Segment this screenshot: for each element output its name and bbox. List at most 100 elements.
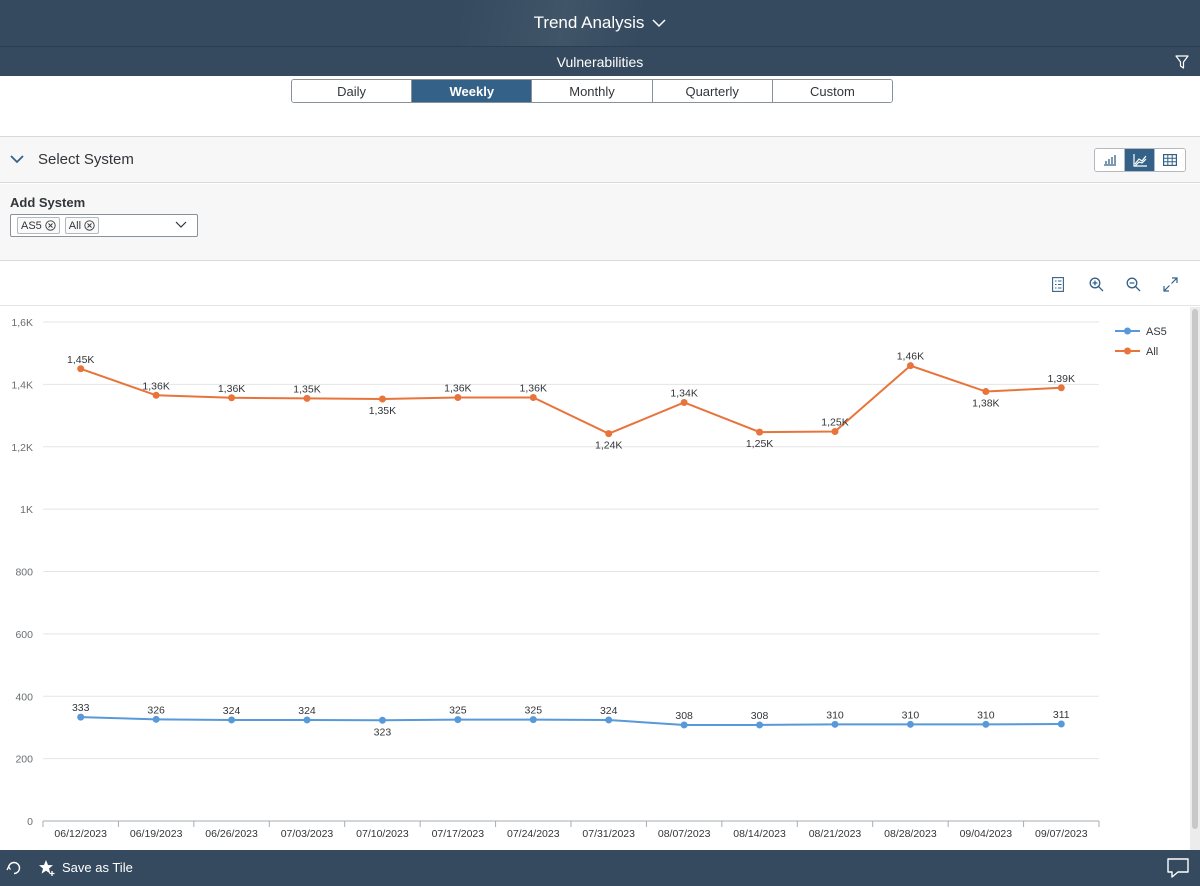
data-label: 310 xyxy=(902,709,920,721)
period-segmented-button: Daily Weekly Monthly Quarterly Custom xyxy=(291,79,893,103)
vertical-scrollbar[interactable] xyxy=(1190,307,1200,850)
legend-icon xyxy=(1052,276,1064,292)
period-quarterly[interactable]: Quarterly xyxy=(652,80,773,102)
data-label: 1,24K xyxy=(595,440,622,452)
period-monthly[interactable]: Monthly xyxy=(532,80,653,102)
series-line-all xyxy=(80,364,1062,435)
table-view-button[interactable] xyxy=(1155,149,1185,171)
period-custom[interactable]: Custom xyxy=(772,80,892,102)
token-all[interactable]: All xyxy=(64,217,100,234)
token-as5[interactable]: AS5 xyxy=(17,217,60,234)
zoom-out-icon xyxy=(1126,277,1140,291)
data-label: 1,36K xyxy=(520,382,547,394)
x-tick-label: 06/19/2023 xyxy=(130,828,183,840)
add-system-label: Add System xyxy=(10,195,86,210)
legend-label: All xyxy=(1146,346,1158,358)
data-point xyxy=(1057,384,1065,392)
footer-bar: Save as Tile xyxy=(0,850,1200,886)
x-tick-label: 07/24/2023 xyxy=(507,828,560,840)
line-chart-icon xyxy=(1132,153,1147,167)
y-tick-label: 1K xyxy=(20,504,33,516)
filter-button[interactable] xyxy=(1172,52,1192,72)
data-point xyxy=(756,428,764,436)
data-point xyxy=(228,394,236,402)
system-multi-combobox[interactable]: AS5 All xyxy=(10,214,198,237)
page-title: Vulnerabilities xyxy=(556,53,644,70)
remove-token-icon[interactable] xyxy=(45,220,56,231)
data-label: 1,36K xyxy=(218,383,245,395)
data-label: 1,36K xyxy=(444,382,471,394)
dropdown-arrow-icon[interactable] xyxy=(175,221,187,229)
data-point xyxy=(680,721,688,729)
chart-toolbar xyxy=(0,262,1200,306)
data-label: 1,25K xyxy=(821,416,848,428)
data-point xyxy=(454,393,462,401)
select-system-bar: Select System xyxy=(0,137,1200,183)
data-label: 1,35K xyxy=(293,383,320,395)
data-point xyxy=(152,715,160,723)
scrollbar-thumb[interactable] xyxy=(1192,309,1198,829)
data-point xyxy=(77,365,85,373)
x-tick-label: 07/31/2023 xyxy=(582,828,635,840)
data-label: 324 xyxy=(223,705,241,717)
token-label: AS5 xyxy=(21,219,42,232)
x-tick-label: 09/07/2023 xyxy=(1035,828,1088,840)
data-label: 311 xyxy=(1053,709,1070,721)
data-label: 308 xyxy=(675,710,693,722)
data-point xyxy=(605,430,613,438)
zoom-out-button[interactable] xyxy=(1124,275,1142,293)
x-tick-label: 08/28/2023 xyxy=(884,828,937,840)
data-point xyxy=(529,393,537,401)
save-as-tile-button[interactable]: Save as Tile xyxy=(38,859,133,876)
help-icon xyxy=(6,861,21,875)
select-system-toggle[interactable]: Select System xyxy=(10,151,134,168)
trend-chart-container: 0 200 400 600 800 1K 1,2K 1,4K 1,6K 06/12/2023 06/… xyxy=(0,307,1190,850)
chevron-down-icon xyxy=(652,18,666,27)
feedback-button[interactable] xyxy=(1166,857,1190,884)
data-point xyxy=(303,716,311,724)
bar-chart-icon xyxy=(1103,155,1116,166)
data-label: 1,35K xyxy=(369,405,396,417)
data-label: 1,25K xyxy=(746,438,773,450)
zoom-in-button[interactable] xyxy=(1087,275,1105,293)
help-button[interactable] xyxy=(6,860,22,881)
y-tick-label: 0 xyxy=(27,816,33,828)
data-point xyxy=(906,362,914,370)
line-chart-view-button[interactable] xyxy=(1125,149,1155,171)
period-weekly[interactable]: Weekly xyxy=(412,80,533,102)
x-tick-label: 08/14/2023 xyxy=(733,828,786,840)
app-title-menu[interactable]: Trend Analysis xyxy=(534,13,667,33)
x-tick-label: 08/07/2023 xyxy=(658,828,711,840)
chart-view-toggle xyxy=(1094,148,1186,172)
data-label: 1,46K xyxy=(897,351,924,363)
fullscreen-icon xyxy=(1162,276,1178,292)
data-label: 326 xyxy=(147,704,165,716)
y-tick-label: 400 xyxy=(15,691,33,703)
data-point xyxy=(680,398,688,406)
star-add-icon xyxy=(39,860,55,876)
data-point xyxy=(77,713,85,721)
data-point xyxy=(378,395,386,403)
data-label: 323 xyxy=(374,726,392,738)
filter-icon xyxy=(1175,55,1189,69)
x-tick-label: 06/26/2023 xyxy=(205,828,258,840)
bar-chart-view-button[interactable] xyxy=(1095,149,1125,171)
x-tick-label: 08/21/2023 xyxy=(809,828,862,840)
token-label: All xyxy=(68,219,82,232)
data-point xyxy=(228,716,236,724)
fullscreen-button[interactable] xyxy=(1161,275,1179,293)
data-point xyxy=(454,716,462,724)
x-tick-label: 09/04/2023 xyxy=(960,828,1013,840)
remove-token-icon[interactable] xyxy=(84,220,95,231)
legend-toggle-button[interactable] xyxy=(1049,275,1067,293)
data-label: 333 xyxy=(72,702,90,714)
legend-marker xyxy=(1124,327,1131,335)
data-label: 310 xyxy=(977,709,995,721)
legend-label: AS5 xyxy=(1146,326,1167,338)
data-point xyxy=(982,388,990,396)
data-point xyxy=(831,427,839,435)
period-daily[interactable]: Daily xyxy=(292,80,413,102)
data-label: 1,45K xyxy=(67,354,94,366)
data-label: 1,36K xyxy=(142,380,169,392)
data-point xyxy=(982,720,990,728)
